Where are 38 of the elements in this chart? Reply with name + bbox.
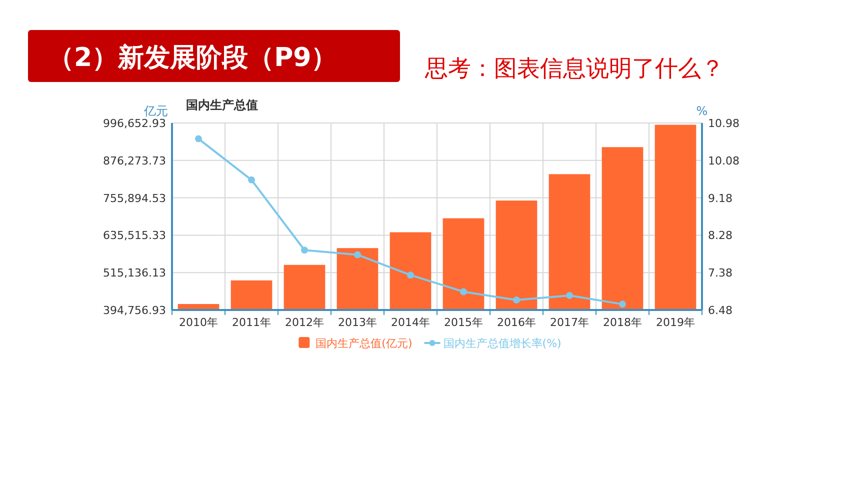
y-tick-label: 755,894.53 — [103, 192, 166, 205]
x-tick-label: 2015年 — [444, 316, 483, 329]
y-tick-label: 515,136.13 — [103, 266, 166, 280]
x-tick-label: 2013年 — [338, 316, 377, 329]
x-tick-label: 2018年 — [603, 316, 642, 329]
text: 思考：图表信息说明了什么？ — [424, 56, 724, 82]
x-tick-label: 2016年 — [497, 316, 536, 329]
point — [248, 176, 255, 184]
y-tick-label: 996,652.93 — [103, 117, 166, 130]
y2-tick-label: 10.08 — [708, 154, 740, 168]
y-tick-label: 876,273.73 — [103, 154, 166, 168]
x-tick-label: 2017年 — [550, 316, 589, 329]
x-tick-label: 2010年 — [179, 316, 218, 329]
point — [354, 251, 361, 258]
chart-title: 国内生产总值 — [186, 98, 258, 112]
point — [566, 292, 573, 299]
point — [513, 296, 520, 304]
legend-label: 国内生产总值增长率(%) — [443, 337, 562, 350]
x-tick-label: 2012年 — [285, 316, 324, 329]
x-tick-label: 2014年 — [391, 316, 430, 329]
y-tick-label: 635,515.33 — [103, 229, 166, 242]
y2-tick-label: 7.38 — [708, 266, 732, 280]
y2-tick-label: 8.28 — [708, 229, 732, 242]
y2-tick-label: 6.48 — [708, 304, 732, 317]
text: （2）新发展阶段（P9） — [48, 43, 338, 73]
legend-label: 国内生产总值(亿元) — [316, 337, 412, 350]
x-tick-label: 2019年 — [656, 316, 695, 329]
y2-tick-label: 9.18 — [708, 192, 732, 205]
y-axis-title: 亿元 — [143, 104, 168, 118]
point — [619, 300, 626, 308]
x-tick-label: 2011年 — [232, 316, 271, 329]
y-tick-label: 394,756.93 — [103, 304, 166, 317]
y2-tick-label: 10.98 — [708, 117, 740, 130]
point — [460, 288, 467, 296]
point — [301, 246, 308, 254]
point — [407, 272, 414, 279]
y2-axis-title: % — [696, 104, 708, 118]
point — [195, 135, 202, 142]
